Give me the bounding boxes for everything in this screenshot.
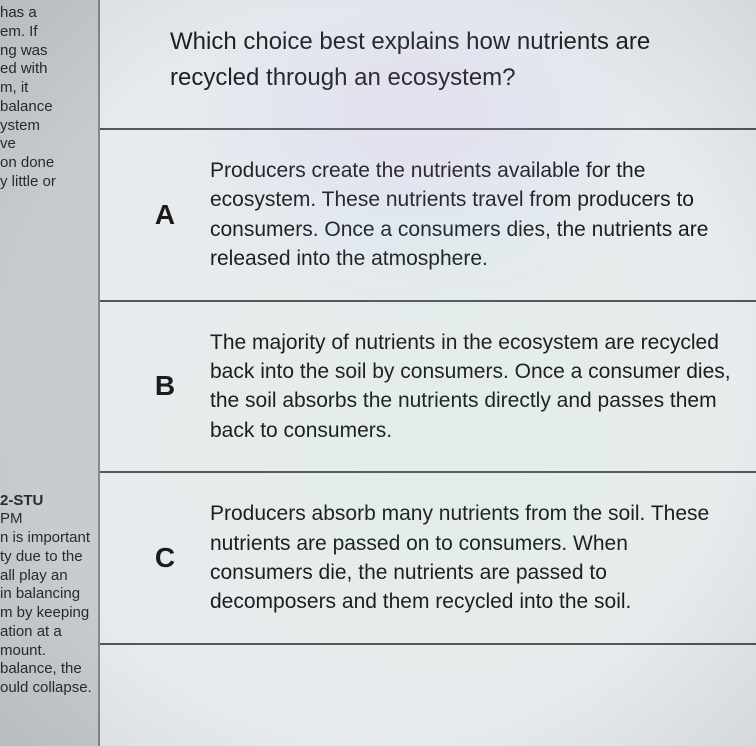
partial-line: balance, the <box>0 660 94 679</box>
item-code: 2-STU <box>0 492 94 511</box>
partial-line: em. If <box>0 23 94 42</box>
left-partial-panel: has a em. If ng was ed with m, it balanc… <box>0 0 100 746</box>
choice-text: Producers absorb many nutrients from the… <box>210 499 740 617</box>
partial-line: balance <box>0 98 94 117</box>
choice-letter: C <box>120 542 210 574</box>
choice-letter: A <box>120 199 210 231</box>
answer-choice-b[interactable]: B The majority of nutrients in the ecosy… <box>100 300 756 472</box>
partial-line: mount. <box>0 642 94 661</box>
choice-letter: B <box>120 370 210 402</box>
partial-line: n is important <box>0 529 94 548</box>
answer-choice-a[interactable]: A Producers create the nutrients availab… <box>100 128 756 300</box>
partial-line: on done <box>0 154 94 173</box>
question-stem: Which choice best explains how nutrients… <box>100 0 756 128</box>
left-partial-text-block-2: 2-STU PM n is important ty due to the al… <box>0 492 94 698</box>
partial-line: all play an <box>0 567 94 586</box>
partial-line: has a <box>0 4 94 23</box>
choice-text: The majority of nutrients in the ecosyst… <box>210 328 740 446</box>
partial-line: m, it <box>0 79 94 98</box>
partial-line: ve <box>0 135 94 154</box>
choice-text: Producers create the nutrients available… <box>210 156 740 274</box>
partial-line: in balancing <box>0 585 94 604</box>
question-text: Which choice best explains how nutrients… <box>170 28 650 91</box>
partial-line: m by keeping <box>0 604 94 623</box>
left-partial-text-block-1: has a em. If ng was ed with m, it balanc… <box>0 4 94 192</box>
partial-line: ng was <box>0 42 94 61</box>
partial-line: ystem <box>0 117 94 136</box>
partial-line: y little or <box>0 173 94 192</box>
item-sub: PM <box>0 510 94 529</box>
partial-line: ty due to the <box>0 548 94 567</box>
partial-line: ould collapse. <box>0 679 94 698</box>
partial-line: ed with <box>0 60 94 79</box>
question-panel: Which choice best explains how nutrients… <box>100 0 756 746</box>
answer-choice-c[interactable]: C Producers absorb many nutrients from t… <box>100 471 756 645</box>
partial-line: ation at a <box>0 623 94 642</box>
